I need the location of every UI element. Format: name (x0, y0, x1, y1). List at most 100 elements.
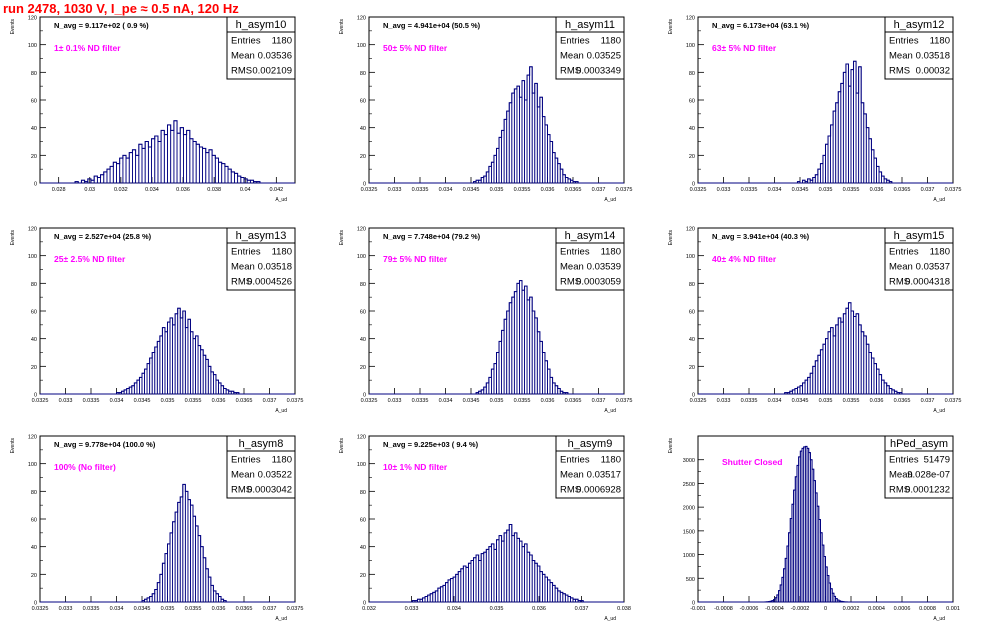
stats-box: h_asym12 Entries 1180 Mean 0.03518 RMS 0.00032 (884, 16, 954, 80)
y-tick-label: 100 (357, 43, 366, 49)
histogram-bin (157, 141, 162, 184)
y-tick-label: 120 (28, 16, 37, 22)
stats-label-mean: Mean (231, 51, 255, 62)
stats-value-rms: 0.002109 (252, 66, 292, 77)
stats-box: h_asym14 Entries 1180 Mean 0.03539 RMS0.00030… (555, 227, 625, 291)
stats-label-rms: RMS (231, 277, 252, 288)
x-axis-label: A_ud (275, 616, 287, 622)
stats-label-rms: RMS (560, 277, 581, 288)
stats-label-mean: Mean (889, 470, 913, 481)
y-tick-label: 80 (689, 282, 695, 288)
stats-box-frame (226, 435, 296, 499)
histogram-outline (369, 280, 624, 395)
histogram-bin (189, 138, 194, 184)
stats-value-rms: 0.00032 (916, 66, 950, 77)
y-axis: 0 20 40 60 80 100 120 Events (668, 227, 704, 399)
stats-value-mean: 0.03525 (587, 51, 621, 62)
stats-label-entries: Entries (889, 455, 919, 466)
y-tick-label: 40 (689, 337, 695, 343)
y-tick-label: 0 (363, 601, 366, 607)
x-tick-label: 0.0325 (32, 606, 49, 612)
y-tick-label: 120 (357, 435, 366, 441)
y-tick-label: 2000 (683, 506, 695, 512)
x-tick-label: 0.0365 (565, 398, 582, 404)
y-tick-label: 0 (363, 393, 366, 399)
x-tick-label: 0.033 (388, 398, 402, 404)
histogram-bars (40, 483, 295, 603)
stats-box-frame (884, 435, 954, 499)
histogram-bin (195, 143, 200, 184)
x-tick-label: 0.034 (145, 187, 159, 193)
n-avg-label: N_avg = 4.941e+04 (50.5 %) (383, 21, 481, 30)
x-axis-label: A_ud (933, 408, 945, 414)
x-tick-label: 0.0325 (361, 187, 378, 193)
histogram-panel: 0 20 40 60 80 100 120 Events 0.028 0.03 0.032 0.034… (10, 16, 296, 203)
x-axis: 0.0325 0.033 0.0335 0.034 0.0345 0.035 0.0355 0… (32, 596, 303, 622)
stats-box-frame (555, 16, 625, 80)
stats-box: h_asym8 Entries 1180 Mean 0.03522 RMS0.000304… (226, 435, 296, 499)
x-tick-label: 0.0325 (690, 187, 707, 193)
x-tick-label: -0.001 (690, 606, 706, 612)
y-axis-label: Events (10, 230, 16, 246)
stats-label-rms: RMS (231, 66, 252, 77)
x-tick-label: 0.0335 (741, 398, 758, 404)
x-tick-label: 0.034 (110, 606, 124, 612)
x-tick-label: 0.0335 (412, 187, 429, 193)
stats-label-rms: RMS (231, 485, 252, 496)
stats-label-mean: Mean (889, 262, 913, 273)
x-tick-label: 0.037 (575, 606, 589, 612)
stats-box-frame (226, 16, 296, 80)
x-tick-label: 0 (824, 606, 827, 612)
y-tick-label: 20 (31, 365, 37, 371)
stats-value-entries: 1180 (601, 36, 621, 47)
y-tick-label: 0 (692, 182, 695, 188)
y-tick-label: 120 (686, 227, 695, 233)
y-tick-label: 40 (360, 337, 366, 343)
x-tick-label: 0.035 (490, 398, 504, 404)
x-tick-label: 0.033 (59, 606, 73, 612)
stats-label-mean: Mean (231, 470, 255, 481)
histogram-bin (183, 134, 188, 184)
y-axis: 0 20 40 60 80 100 120 Events (339, 16, 375, 188)
x-tick-label: 0.0008 (919, 606, 936, 612)
n-avg-label: N_avg = 9.778e+04 (100.0 %) (54, 440, 156, 449)
stats-label-mean: Mean (560, 470, 584, 481)
filter-annotation: 1± 0.1% ND filter (54, 43, 121, 53)
histogram-title: h_asym14 (565, 230, 616, 242)
histogram-bars (698, 445, 953, 603)
y-tick-label: 2500 (683, 482, 695, 488)
x-tick-label: 0.0375 (945, 187, 962, 193)
x-tick-label: 0.037 (921, 187, 935, 193)
x-tick-label: 0.0375 (287, 398, 304, 404)
stats-label-mean: Mean (231, 262, 255, 273)
x-tick-label: 0.042 (269, 187, 283, 193)
x-tick-label: 0.036 (870, 187, 884, 193)
x-tick-label: 0.032 (114, 187, 128, 193)
y-tick-label: 40 (31, 126, 37, 132)
x-tick-label: 0.0325 (690, 398, 707, 404)
histogram-bin (192, 141, 197, 184)
y-axis-label: Events (10, 19, 16, 35)
y-tick-label: 20 (689, 154, 695, 160)
x-tick-label: 0.0365 (894, 398, 911, 404)
y-tick-label: 120 (357, 16, 366, 22)
y-tick-label: 60 (360, 99, 366, 105)
y-axis-label: Events (668, 19, 674, 35)
x-tick-label: 0.0375 (616, 398, 633, 404)
histogram-outline (40, 483, 295, 603)
histogram-bin (122, 154, 127, 184)
stats-box-frame (226, 227, 296, 291)
histogram-outline (698, 302, 953, 395)
x-tick-label: 0.036 (541, 187, 555, 193)
x-tick-label: 0.036 (212, 398, 226, 404)
x-tick-label: 0.034 (439, 398, 453, 404)
y-tick-label: 20 (31, 154, 37, 160)
stats-value-entries: 1180 (601, 247, 621, 258)
histogram-title: h_asym8 (239, 438, 284, 450)
x-tick-label: 0.0365 (236, 398, 253, 404)
